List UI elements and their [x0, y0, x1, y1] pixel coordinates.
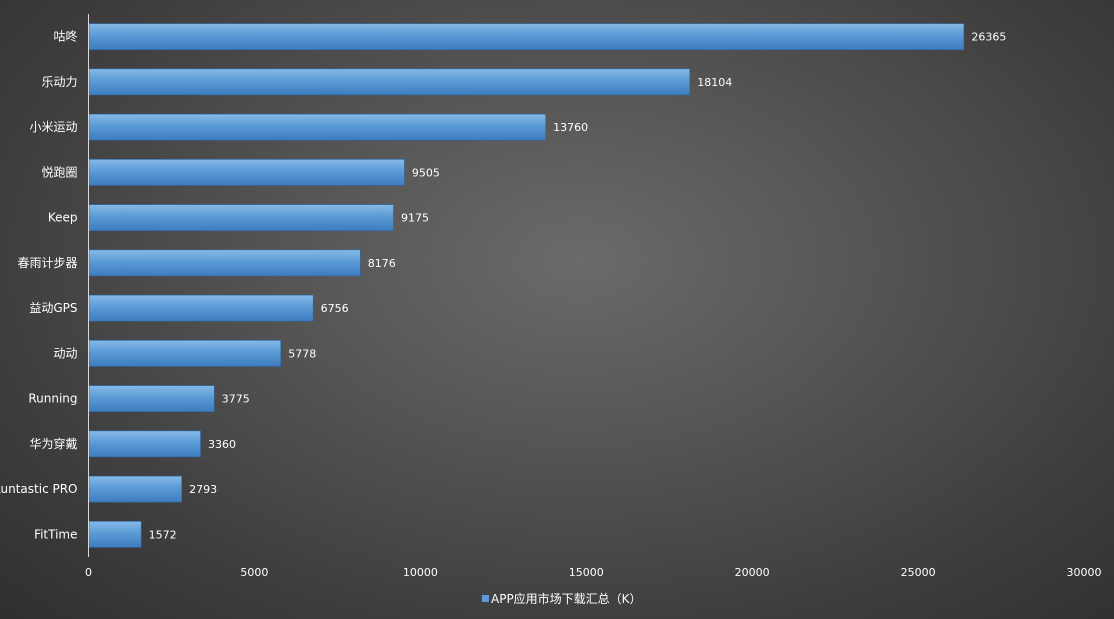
- data-labels: 26365 18104 13760 9505 9175 8176 6756 5778 3775 3…: [149, 31, 1007, 542]
- legend-label: APP应用市场下载汇总（K）: [491, 591, 642, 606]
- data-label: 18104: [697, 76, 732, 89]
- data-label: 9505: [412, 166, 440, 179]
- bar: [88, 475, 182, 503]
- bar: [88, 385, 215, 412]
- bar: [88, 23, 965, 50]
- data-label: 5778: [288, 347, 316, 360]
- bar: [88, 521, 142, 548]
- bar: [88, 294, 314, 322]
- category-label: 益动GPS: [29, 301, 77, 315]
- x-axis-ticks: 0 5000 10000 15000 20000 25000 30000: [85, 566, 1102, 579]
- data-label: 1572: [149, 528, 177, 541]
- x-tick-label: 15000: [569, 566, 604, 579]
- data-label: 3360: [208, 438, 236, 451]
- legend: APP应用市场下载汇总（K）: [482, 591, 642, 606]
- category-label: 动动: [53, 346, 77, 360]
- legend-swatch: [482, 595, 489, 602]
- data-label: 2793: [189, 483, 217, 496]
- category-label: Keep: [48, 211, 78, 225]
- data-label: 9175: [401, 212, 429, 225]
- category-label: FitTime: [34, 527, 77, 541]
- category-label: Running: [28, 392, 77, 406]
- x-tick-label: 25000: [901, 566, 936, 579]
- category-label: 悦跑圈: [41, 165, 77, 179]
- data-label: 8176: [368, 257, 396, 270]
- data-label: 13760: [553, 121, 588, 134]
- data-label: 3775: [222, 393, 250, 406]
- x-tick-label: 20000: [735, 566, 770, 579]
- bar: [88, 204, 394, 231]
- category-label: 春雨计步器: [17, 256, 77, 270]
- category-label: 华为穿戴: [29, 436, 77, 451]
- bar: [88, 113, 546, 141]
- x-tick-label: 0: [85, 566, 92, 579]
- x-tick-label: 10000: [403, 566, 438, 579]
- data-label: 6756: [321, 302, 349, 315]
- category-label: 乐动力: [41, 75, 77, 89]
- bars-layer: [88, 23, 965, 548]
- category-label: Runtastic PRO: [0, 482, 78, 496]
- x-tick-label: 30000: [1067, 566, 1102, 579]
- data-label: 26365: [971, 31, 1006, 44]
- bar: [88, 430, 201, 458]
- category-label: 小米运动: [29, 120, 77, 134]
- bar: [88, 340, 282, 367]
- bar: [88, 159, 405, 186]
- bar: [88, 249, 361, 277]
- bar: [88, 68, 691, 96]
- category-label: 咕咚: [53, 29, 77, 44]
- x-tick-label: 5000: [240, 566, 268, 579]
